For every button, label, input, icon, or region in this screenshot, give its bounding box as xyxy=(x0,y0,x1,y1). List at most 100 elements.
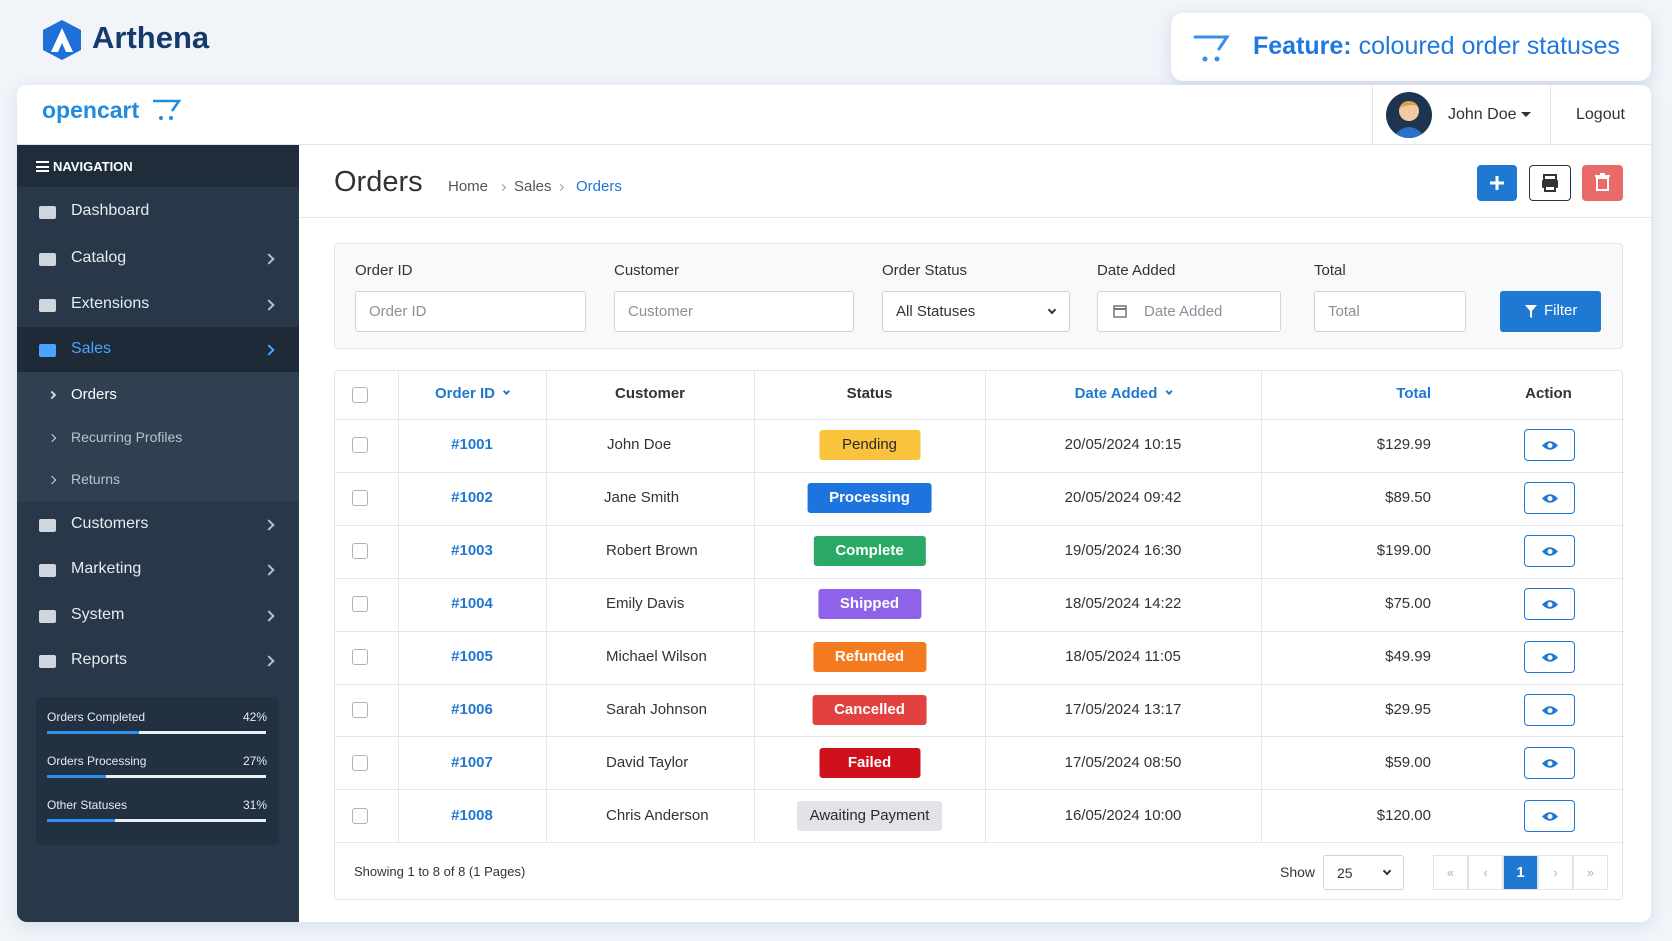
filter-label: Customer xyxy=(614,262,680,279)
status-badge: Cancelled xyxy=(812,694,927,725)
filter-panel: Order ID Order ID Customer Customer Order St… xyxy=(334,243,1623,349)
column-border xyxy=(546,371,547,843)
logout-link[interactable]: Logout xyxy=(1576,106,1625,123)
order-id-link[interactable]: #1002 xyxy=(451,489,493,507)
nav-item[interactable]: Customers xyxy=(71,515,149,532)
input-text: Order ID xyxy=(369,303,427,320)
filter-button[interactable]: Filter xyxy=(1500,291,1601,332)
pagination-button[interactable]: « xyxy=(1433,855,1468,891)
order-total: $120.00 xyxy=(1376,806,1431,824)
nav-chevron xyxy=(263,564,275,576)
filter-input[interactable]: Date Added xyxy=(1097,291,1281,332)
nav-chevron xyxy=(263,655,275,667)
row-border xyxy=(335,630,1624,632)
stat-value: 42% xyxy=(242,710,267,724)
user-avatar[interactable] xyxy=(1386,92,1432,138)
stat-label: Orders Completed xyxy=(47,710,146,724)
nav-item[interactable]: Catalog xyxy=(71,249,127,266)
view-button[interactable] xyxy=(1523,535,1575,568)
view-button[interactable] xyxy=(1523,429,1575,462)
column-header: Status xyxy=(846,385,893,402)
order-id-link[interactable]: #1003 xyxy=(451,542,493,560)
order-total: $49.99 xyxy=(1385,648,1431,666)
order-id-link[interactable]: #1001 xyxy=(451,436,493,454)
date-added: 17/05/2024 13:17 xyxy=(1064,700,1182,718)
customer-name: David Taylor xyxy=(606,753,689,771)
nav-icon xyxy=(38,516,58,534)
brand-logo xyxy=(42,19,82,61)
view-button[interactable] xyxy=(1523,746,1575,779)
input-text: Date Added xyxy=(1144,303,1223,320)
submenu xyxy=(17,372,299,502)
row-checkbox[interactable] xyxy=(352,543,368,560)
order-total: $29.95 xyxy=(1385,700,1431,718)
column-header[interactable]: Order ID xyxy=(435,385,511,402)
view-button[interactable] xyxy=(1523,588,1575,621)
sub-nav-item[interactable]: Recurring Profiles xyxy=(71,429,183,445)
feature-banner: Feature: coloured order statuses xyxy=(1171,13,1651,81)
add-button[interactable] xyxy=(1477,165,1517,201)
user-name[interactable]: John Doe xyxy=(1448,106,1517,123)
order-id-link[interactable]: #1008 xyxy=(451,806,493,824)
view-button[interactable] xyxy=(1523,641,1575,674)
filter-input[interactable]: Order ID xyxy=(355,291,586,332)
view-button[interactable] xyxy=(1523,799,1575,832)
nav-item[interactable]: Extensions xyxy=(71,295,150,312)
row-checkbox[interactable] xyxy=(352,649,368,666)
breadcrumb-item[interactable]: Sales xyxy=(514,178,552,195)
row-checkbox[interactable] xyxy=(352,490,368,507)
pagination-button[interactable]: » xyxy=(1573,855,1608,891)
order-id-link[interactable]: #1006 xyxy=(451,700,493,718)
nav-item[interactable]: System xyxy=(71,606,125,623)
cart-icon xyxy=(1193,31,1233,65)
breadcrumb-item[interactable]: Orders xyxy=(576,178,622,195)
opencart-logo[interactable]: opencart xyxy=(42,97,140,123)
column-header[interactable]: Date Added xyxy=(1075,385,1173,402)
sidebar: NAVIGATION Dashboard Catalog Extensions Sale… xyxy=(17,145,299,922)
nav-icon xyxy=(38,607,58,625)
sub-nav-item[interactable]: Returns xyxy=(71,471,121,487)
order-total: $199.00 xyxy=(1376,542,1431,560)
nav-item[interactable]: Reports xyxy=(71,651,128,668)
stat-track xyxy=(47,731,266,734)
order-id-link[interactable]: #1007 xyxy=(451,753,493,771)
stats-panel: Orders Completed 42% Orders Processing 27% O… xyxy=(36,697,279,845)
delete-button[interactable] xyxy=(1582,165,1623,201)
sub-nav-item[interactable]: Orders xyxy=(71,386,117,403)
nav-item[interactable]: Marketing xyxy=(71,560,142,577)
view-button[interactable] xyxy=(1523,693,1575,726)
order-total: $89.50 xyxy=(1385,489,1431,507)
filter-input[interactable]: Customer xyxy=(614,291,854,332)
nav-item[interactable]: Sales xyxy=(71,340,112,357)
row-checkbox[interactable] xyxy=(352,437,368,454)
row-checkbox[interactable] xyxy=(352,754,368,771)
filter-input[interactable]: All Statuses xyxy=(882,291,1070,332)
order-id-link[interactable]: #1004 xyxy=(451,595,493,613)
feature-label: Feature: xyxy=(1253,32,1352,60)
breadcrumb-item[interactable]: Home xyxy=(448,178,489,195)
pagination-button[interactable]: › xyxy=(1538,855,1573,891)
filter-label: Order ID xyxy=(355,262,413,279)
sort-arrow xyxy=(502,387,511,396)
row-checkbox[interactable] xyxy=(352,701,368,718)
page-size-select[interactable]: 25 xyxy=(1323,855,1404,891)
print-button[interactable] xyxy=(1529,165,1571,201)
order-total: $75.00 xyxy=(1385,595,1431,613)
menu-icon xyxy=(36,161,49,172)
nav-item[interactable]: Dashboard xyxy=(71,202,150,219)
view-button[interactable] xyxy=(1523,482,1575,515)
row-checkbox[interactable] xyxy=(352,807,368,824)
row-checkbox[interactable] xyxy=(352,596,368,613)
column-header[interactable]: Total xyxy=(1396,385,1431,402)
stat-label: Other Statuses xyxy=(47,798,128,812)
input-text: Total xyxy=(1328,303,1360,320)
nav-header xyxy=(17,145,299,187)
select-all-checkbox[interactable] xyxy=(352,387,368,403)
feature-text: Feature: coloured order statuses xyxy=(1253,32,1620,61)
pagination-button[interactable]: ‹ xyxy=(1468,855,1503,891)
pagination-button[interactable]: 1 xyxy=(1503,855,1538,891)
order-id-link[interactable]: #1005 xyxy=(451,648,493,666)
breadcrumb-sep xyxy=(498,183,507,192)
logo-cart xyxy=(151,97,183,123)
filter-input[interactable]: Total xyxy=(1314,291,1466,332)
